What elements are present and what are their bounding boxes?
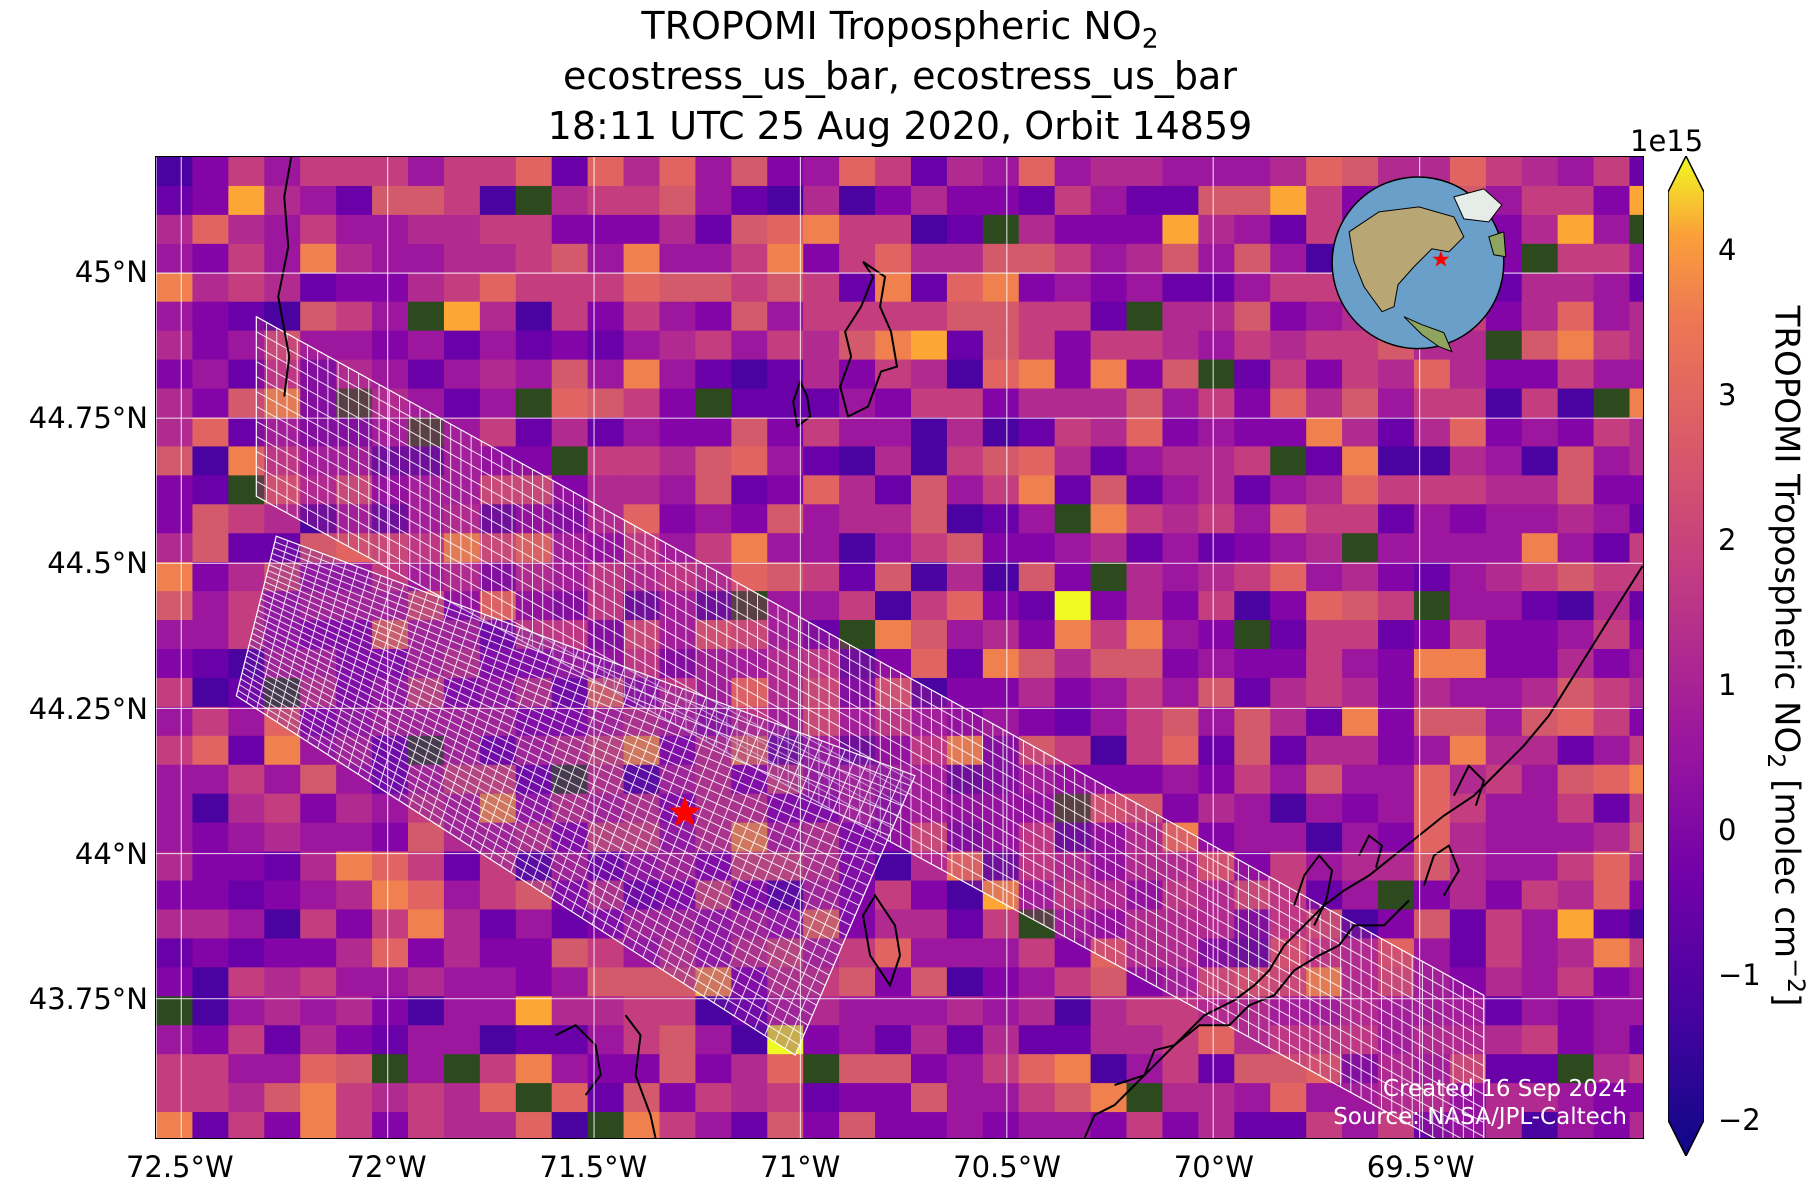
created-date-credit: Created 16 Sep 2024 (1382, 1076, 1627, 1102)
globe-inset (1331, 176, 1507, 353)
lake-coastline (839, 260, 899, 418)
coastline-maine (1114, 899, 1410, 1087)
colorbar-tick-label: 0 (1718, 813, 1737, 847)
source-credit: Source: NASA/JPL-Caltech (1333, 1104, 1627, 1130)
y-tick-label: 44.75°N (28, 400, 148, 435)
chart-title-line1: TROPOMI Tropospheric NO2 (641, 4, 1159, 55)
colorbar-tick-label: −1 (1718, 958, 1761, 992)
coastline-maine (1422, 844, 1460, 897)
chart-title-line3: 18:11 UTC 25 Aug 2020, Orbit 14859 (547, 104, 1253, 148)
x-tick-label: 71.5°W (539, 1150, 648, 1184)
y-tick-label: 44.25°N (28, 691, 148, 726)
coastline (277, 157, 1643, 1138)
lake-coastline (555, 1024, 602, 1096)
y-tick-label: 43.75°N (28, 982, 148, 1017)
coastline-maine (1083, 565, 1643, 1138)
colorbar-label: TROPOMI Tropospheric NO2 [molec cm−2] (1761, 305, 1811, 1007)
x-tick-label: 70°W (1173, 1150, 1254, 1184)
chart-title-line2: ecostress_us_bar, ecostress_us_bar (563, 54, 1237, 98)
colorbar-exponent: 1e15 (1630, 124, 1704, 158)
x-tick-label: 70.5°W (953, 1150, 1061, 1184)
lake-coastline (624, 1014, 657, 1138)
colorbar-tick-label: 2 (1718, 523, 1737, 557)
y-tick-label: 44°N (74, 836, 148, 871)
x-tick-label: 72°W (346, 1150, 427, 1184)
x-tick-label: 71°W (760, 1150, 841, 1184)
lake-champlain-coastline (277, 157, 293, 397)
target-site-star (669, 796, 701, 827)
no2-pixel-grid (156, 157, 1643, 1138)
coastline-maine (1358, 834, 1384, 868)
coastline-maine (1452, 764, 1485, 806)
target-star-inset (1432, 250, 1450, 267)
lake-coastline (862, 893, 902, 988)
x-tick-label: 69.5°W (1366, 1150, 1475, 1184)
lake-coastline (792, 378, 812, 429)
y-tick-label: 44.5°N (47, 546, 148, 581)
colorbar-tick-label: 4 (1718, 233, 1737, 267)
colorbar-tick-label: −2 (1718, 1103, 1761, 1137)
target-swath-grid (235, 315, 1485, 1138)
colorbar-tick-label: 3 (1718, 378, 1737, 412)
graticule (156, 157, 1643, 1138)
x-tick-label: 72.5°W (125, 1150, 234, 1184)
coastline-maine (1293, 853, 1334, 926)
no2-map-panel (155, 156, 1644, 1139)
y-tick-label: 45°N (74, 255, 148, 290)
colorbar-tick-label: 1 (1718, 668, 1737, 702)
colorbar (1668, 156, 1704, 1156)
